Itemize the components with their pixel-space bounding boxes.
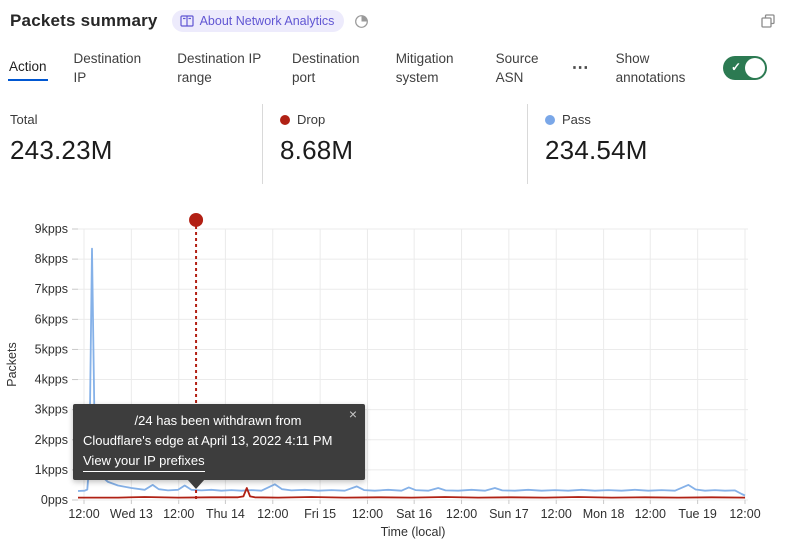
stats-row: Total 243.23M Drop 8.68M Pass 234.54M: [0, 104, 785, 184]
history-pie-icon: [354, 14, 369, 29]
svg-text:Packets: Packets: [5, 342, 19, 386]
stat-total-label: Total: [10, 112, 38, 127]
svg-text:Mon 18: Mon 18: [583, 507, 625, 521]
svg-text:12:00: 12:00: [635, 507, 666, 521]
svg-text:Tue 19: Tue 19: [678, 507, 717, 521]
svg-text:6kpps: 6kpps: [35, 312, 68, 326]
svg-text:12:00: 12:00: [541, 507, 572, 521]
book-icon: [179, 15, 194, 27]
tooltip-line-2: Cloudflare's edge at April 13, 2022 4:11…: [83, 433, 333, 448]
svg-text:3kpps: 3kpps: [35, 403, 68, 417]
svg-text:12:00: 12:00: [163, 507, 194, 521]
tooltip-close-icon[interactable]: ×: [348, 406, 357, 422]
svg-text:12:00: 12:00: [729, 507, 760, 521]
tooltip-line-1: /24 has been withdrawn from: [134, 413, 302, 428]
svg-text:0pps: 0pps: [41, 493, 68, 507]
check-icon: ✓: [731, 60, 742, 74]
svg-text:12:00: 12:00: [257, 507, 288, 521]
dimension-tabs: Action Destination IP Destination IP ran…: [8, 42, 773, 94]
annotation-tooltip: × /24 has been withdrawn from Cloudflare…: [73, 404, 365, 489]
svg-text:12:00: 12:00: [446, 507, 477, 521]
badge-label: About Network Analytics: [199, 14, 335, 28]
stat-pass-value: 234.54M: [545, 135, 648, 165]
svg-text:Time (local): Time (local): [381, 525, 446, 539]
header: Packets summary About Network Analytics: [10, 8, 775, 34]
svg-text:Thu 14: Thu 14: [206, 507, 245, 521]
svg-text:Sun 17: Sun 17: [489, 507, 529, 521]
more-tabs-button[interactable]: ⋯: [571, 58, 590, 77]
packets-chart: 0pps 1kpps 2kpps 3kpps 4kpps 5kpps 6kpps 7kpps 8…: [0, 205, 785, 555]
svg-text:1kpps: 1kpps: [35, 463, 68, 477]
packets-chart-plot[interactable]: 0pps 1kpps 2kpps 3kpps 4kpps 5kpps 6kpps 7kpps 8…: [0, 205, 785, 555]
tab-action[interactable]: Action: [8, 55, 48, 81]
svg-text:12:00: 12:00: [352, 507, 383, 521]
tab-destination-ip-range[interactable]: Destination IP range: [177, 51, 262, 85]
pass-legend-dot: [545, 114, 555, 125]
svg-text:12:00: 12:00: [68, 507, 99, 521]
stat-total-value: 243.23M: [10, 135, 113, 165]
svg-text:5kpps: 5kpps: [35, 342, 68, 356]
svg-text:9kpps: 9kpps: [35, 222, 68, 236]
svg-text:Wed 13: Wed 13: [110, 507, 153, 521]
show-annotations-label: Show annotations: [615, 51, 686, 85]
svg-text:Fri 15: Fri 15: [304, 507, 336, 521]
svg-text:2kpps: 2kpps: [35, 433, 68, 447]
drop-legend-dot: [280, 114, 290, 125]
tab-source-asn[interactable]: Source ASN: [495, 51, 539, 85]
show-annotations-toggle[interactable]: ✓: [723, 56, 767, 80]
toggle-knob: [745, 58, 765, 78]
svg-text:7kpps: 7kpps: [35, 282, 68, 296]
tab-destination-port[interactable]: Destination port: [292, 51, 360, 85]
view-ip-prefixes-link[interactable]: View your IP prefixes: [83, 451, 205, 472]
stat-total: Total 243.23M: [0, 104, 262, 184]
stat-pass-label: Pass: [562, 112, 591, 127]
page-title: Packets summary: [10, 11, 158, 30]
popout-icon[interactable]: [761, 14, 775, 28]
stat-drop-value: 8.68M: [280, 135, 354, 165]
about-network-analytics-badge[interactable]: About Network Analytics: [171, 10, 345, 32]
stat-pass: Pass 234.54M: [527, 104, 785, 184]
tab-destination-ip[interactable]: Destination IP: [73, 51, 142, 85]
svg-text:Sat 16: Sat 16: [396, 507, 432, 521]
tooltip-arrow: [187, 479, 205, 489]
svg-text:8kpps: 8kpps: [35, 252, 68, 266]
svg-text:4kpps: 4kpps: [35, 373, 68, 387]
stat-drop: Drop 8.68M: [262, 104, 527, 184]
tab-mitigation-system[interactable]: Mitigation system: [395, 51, 454, 85]
stat-drop-label: Drop: [297, 112, 326, 127]
